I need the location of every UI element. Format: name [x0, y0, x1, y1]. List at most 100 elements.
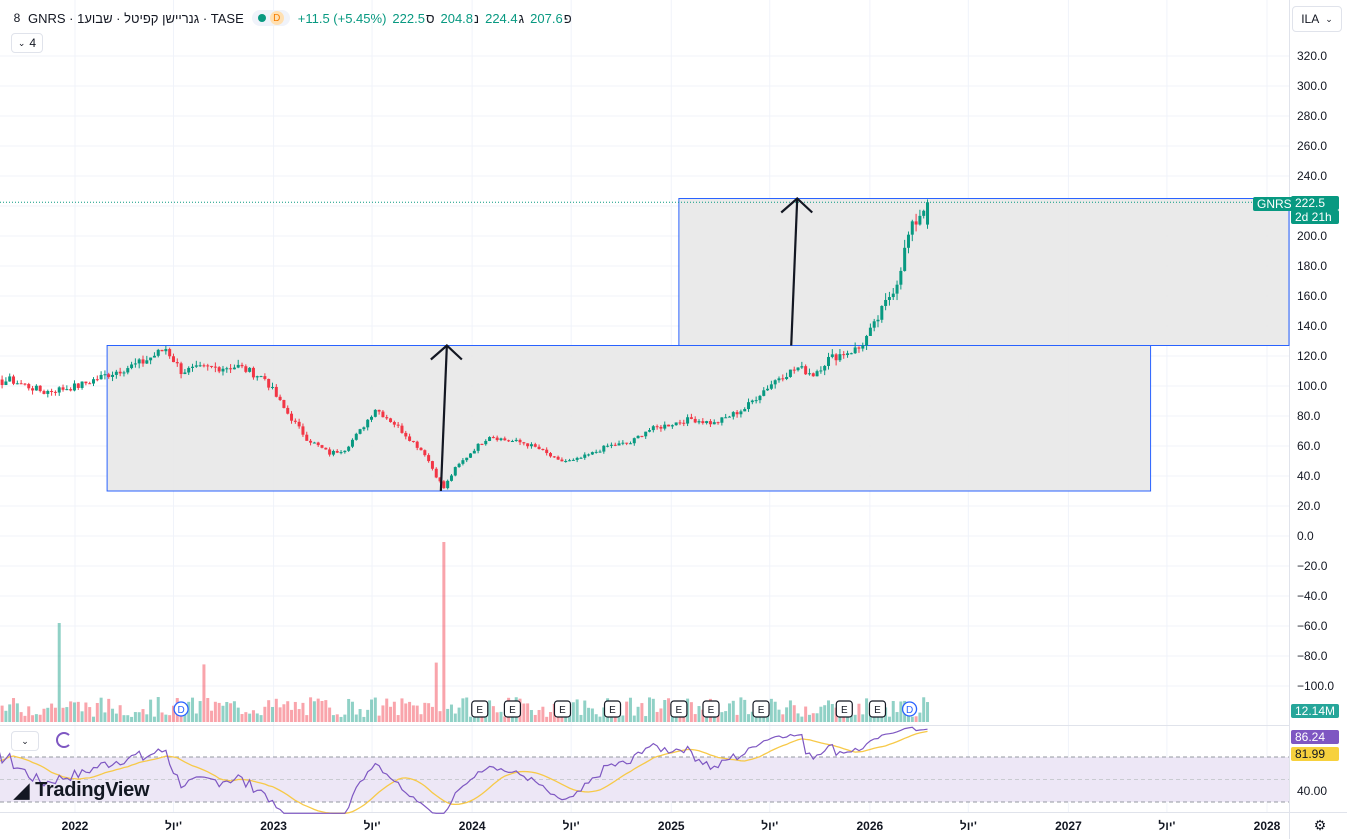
settings-gear-icon[interactable]: ⚙	[1313, 816, 1327, 833]
volume-bar	[370, 699, 374, 722]
candle-body	[849, 353, 853, 355]
candle-body	[465, 457, 469, 461]
volume-bar	[57, 623, 61, 722]
volume-bar	[15, 703, 19, 722]
volume-bar	[46, 707, 50, 722]
candle-body	[819, 370, 823, 372]
y-tick-label: 260.0	[1297, 139, 1327, 153]
tradingview-logo[interactable]: ◢ TradingView	[14, 778, 150, 803]
x-tick-label: יול'	[165, 819, 182, 833]
candle-body	[686, 417, 690, 424]
volume-bar	[590, 708, 594, 722]
candle-body	[354, 433, 358, 440]
volume-bar	[34, 714, 38, 722]
symbol-title[interactable]: GNRS · גנריישן קפיטל · שבוע1 · TASE	[28, 10, 244, 26]
candle-body	[617, 443, 621, 446]
volume-bar	[111, 708, 115, 722]
candle-body	[50, 390, 54, 392]
currency-selector[interactable]: ILA ⌄	[1292, 6, 1342, 32]
candle-body	[655, 426, 659, 428]
rsi-refresh-button[interactable]	[54, 731, 74, 749]
volume-bar	[366, 709, 370, 722]
volume-bar	[354, 714, 358, 722]
candle-body	[309, 440, 313, 443]
volume-bar	[290, 709, 294, 722]
candle-body	[156, 349, 160, 356]
candle-body	[301, 426, 305, 435]
candle-body	[670, 425, 674, 427]
candle-body	[750, 400, 754, 403]
candle-body	[411, 440, 415, 442]
candle-body	[758, 395, 762, 401]
candle-body	[187, 367, 191, 373]
volume-bar	[274, 698, 278, 722]
volume-bar	[53, 707, 57, 722]
volume-bar	[739, 697, 743, 722]
volume-bar	[689, 702, 693, 722]
volume-bar	[312, 701, 316, 722]
candle-body	[853, 347, 857, 354]
candle-body	[773, 380, 777, 385]
candle-body	[293, 420, 297, 422]
volume-bar	[720, 712, 724, 722]
candle-body	[636, 435, 640, 439]
candle-body	[278, 396, 282, 401]
candle-body	[385, 417, 389, 419]
candle-body	[609, 444, 613, 446]
candle-body	[362, 427, 366, 430]
volume-bar	[644, 716, 648, 722]
candle-body	[31, 388, 35, 391]
candle-body	[880, 305, 884, 320]
currency-label: ILA	[1301, 12, 1320, 26]
trend-arrow-head-1	[430, 344, 463, 361]
candle-body	[0, 379, 4, 385]
volume-bar	[800, 716, 804, 722]
candle-body	[495, 437, 499, 441]
candle-body	[796, 367, 800, 371]
volume-bar	[198, 701, 202, 722]
volume-bar	[38, 714, 42, 722]
candle-body	[830, 354, 834, 357]
volume-bar	[27, 706, 31, 722]
candle-body	[545, 449, 549, 454]
chart-legend: 8 GNRS · גנריישן קפיטל · שבוע1 · TASE D …	[10, 8, 572, 28]
indicators-collapse-button[interactable]: ⌄ 4	[11, 33, 43, 53]
candle-body	[8, 376, 12, 382]
indicators-count: 4	[29, 36, 37, 50]
candle-body	[370, 416, 374, 420]
volume-bar	[743, 699, 747, 722]
candle-body	[438, 477, 442, 482]
candle-body	[122, 372, 126, 374]
y-tick-label: 0.0	[1297, 529, 1314, 543]
earnings-marker-label: E	[476, 705, 483, 716]
dividend-marker-label: D	[906, 705, 913, 716]
market-status-pill[interactable]: D	[251, 10, 290, 26]
candle-body	[682, 422, 686, 424]
candle-body	[191, 366, 195, 368]
volume-bar	[548, 712, 552, 722]
candle-body	[769, 384, 773, 389]
candle-body	[27, 384, 31, 389]
y-tick-label: 20.0	[1297, 499, 1321, 513]
candle-body	[202, 365, 206, 367]
candle-body	[430, 461, 434, 469]
volume-bar	[12, 698, 16, 722]
candle-body	[133, 363, 137, 365]
high-label: ג	[518, 10, 525, 26]
candle-body	[510, 441, 514, 443]
candle-body	[743, 409, 747, 412]
rsi-line	[0, 726, 928, 814]
candle-body	[305, 434, 309, 441]
y-tick-label: 240.0	[1297, 169, 1327, 183]
earnings-marker	[503, 700, 522, 718]
candle-body	[377, 409, 381, 412]
rsi-collapse-button[interactable]: ⌄	[11, 731, 39, 751]
candle-body	[628, 443, 632, 445]
candle-body	[99, 374, 103, 380]
volume-bar	[263, 706, 267, 722]
candle-body	[708, 421, 712, 425]
chevron-down-icon: ⌄	[21, 735, 29, 746]
pane-index-badge: 8	[13, 11, 21, 25]
candle-body	[648, 430, 652, 432]
